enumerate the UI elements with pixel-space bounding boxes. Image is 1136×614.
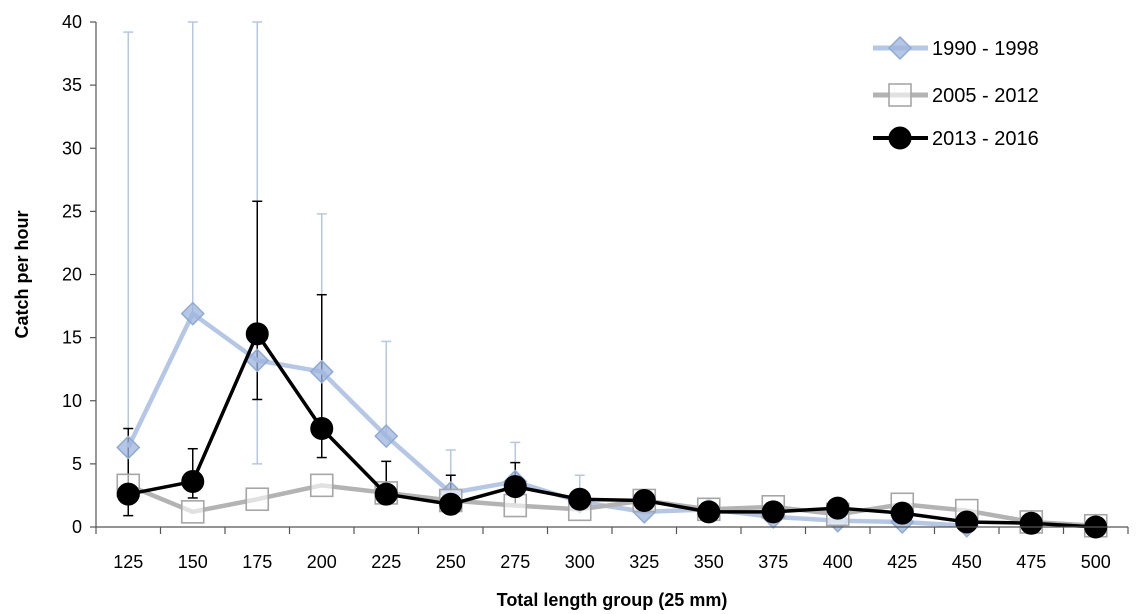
data-point [180,500,205,524]
data-point [310,417,334,441]
error-bars [123,21,585,517]
x-tick-label: 500 [1081,552,1111,572]
legend: 1990 - 1998 2005 - 2012 2013 - 2016 [873,35,1039,150]
data-point [181,470,205,494]
x-tick-label: 175 [242,552,272,572]
x-tick-label: 350 [694,552,724,572]
data-point [632,488,656,512]
y-tick-label: 5 [72,454,82,474]
data-point [374,424,399,449]
data-point [890,501,914,525]
x-tick-label: 425 [887,552,917,572]
data-point [116,482,140,506]
data-point [245,487,270,512]
data-point [697,500,721,524]
x-axis-ticks: 125 150 175 200 225 250 275 300 325 350 375 400 425 4… [95,527,1129,572]
x-tick-label: 150 [178,552,208,572]
series-line [127,483,1096,528]
legend-swatch-marker [887,35,913,61]
data-point [503,475,527,499]
y-tick-label: 0 [72,517,82,537]
x-tick-label: 300 [565,552,595,572]
data-point [309,359,334,384]
legend-label: 2005 - 2012 [932,85,1039,107]
y-tick-label: 20 [62,265,82,285]
x-tick-label: 475 [1016,552,1046,572]
data-point [826,496,850,520]
data-point [955,510,979,534]
data-point [245,322,269,346]
data-point [309,473,334,498]
x-tick-label: 225 [371,552,401,572]
x-tick-label: 250 [436,552,466,572]
data-point [245,348,270,373]
y-tick-label: 15 [62,328,82,348]
data-point [568,487,592,511]
x-tick-label: 325 [629,552,659,572]
data-point [116,435,141,460]
series-lines [116,301,1108,539]
series-line [127,332,1096,529]
legend-swatch-marker [888,83,912,107]
y-tick-label: 25 [62,201,82,221]
y-axis-ticks: 0 5 10 15 20 25 30 35 40 [62,12,96,537]
x-axis-title: Total length group (25 mm) [497,590,728,610]
y-axis-title: Catch per hour [12,210,32,338]
x-tick-label: 275 [500,552,530,572]
data-point [1019,511,1043,535]
x-tick-label: 375 [758,552,788,572]
y-tick-label: 10 [62,391,82,411]
legend-label: 2013 - 2016 [932,128,1039,150]
series-3 [116,322,1108,539]
x-tick-label: 200 [307,552,337,572]
y-tick-label: 40 [62,12,82,32]
x-tick-label: 125 [113,552,143,572]
y-tick-label: 30 [62,138,82,158]
data-point [180,301,205,326]
x-tick-label: 400 [823,552,853,572]
legend-label: 1990 - 1998 [932,38,1039,60]
x-tick-label: 450 [952,552,982,572]
data-point [761,500,785,524]
y-tick-label: 35 [62,75,82,95]
data-point [374,482,398,506]
data-point [439,492,463,516]
legend-swatch-marker [888,126,912,150]
